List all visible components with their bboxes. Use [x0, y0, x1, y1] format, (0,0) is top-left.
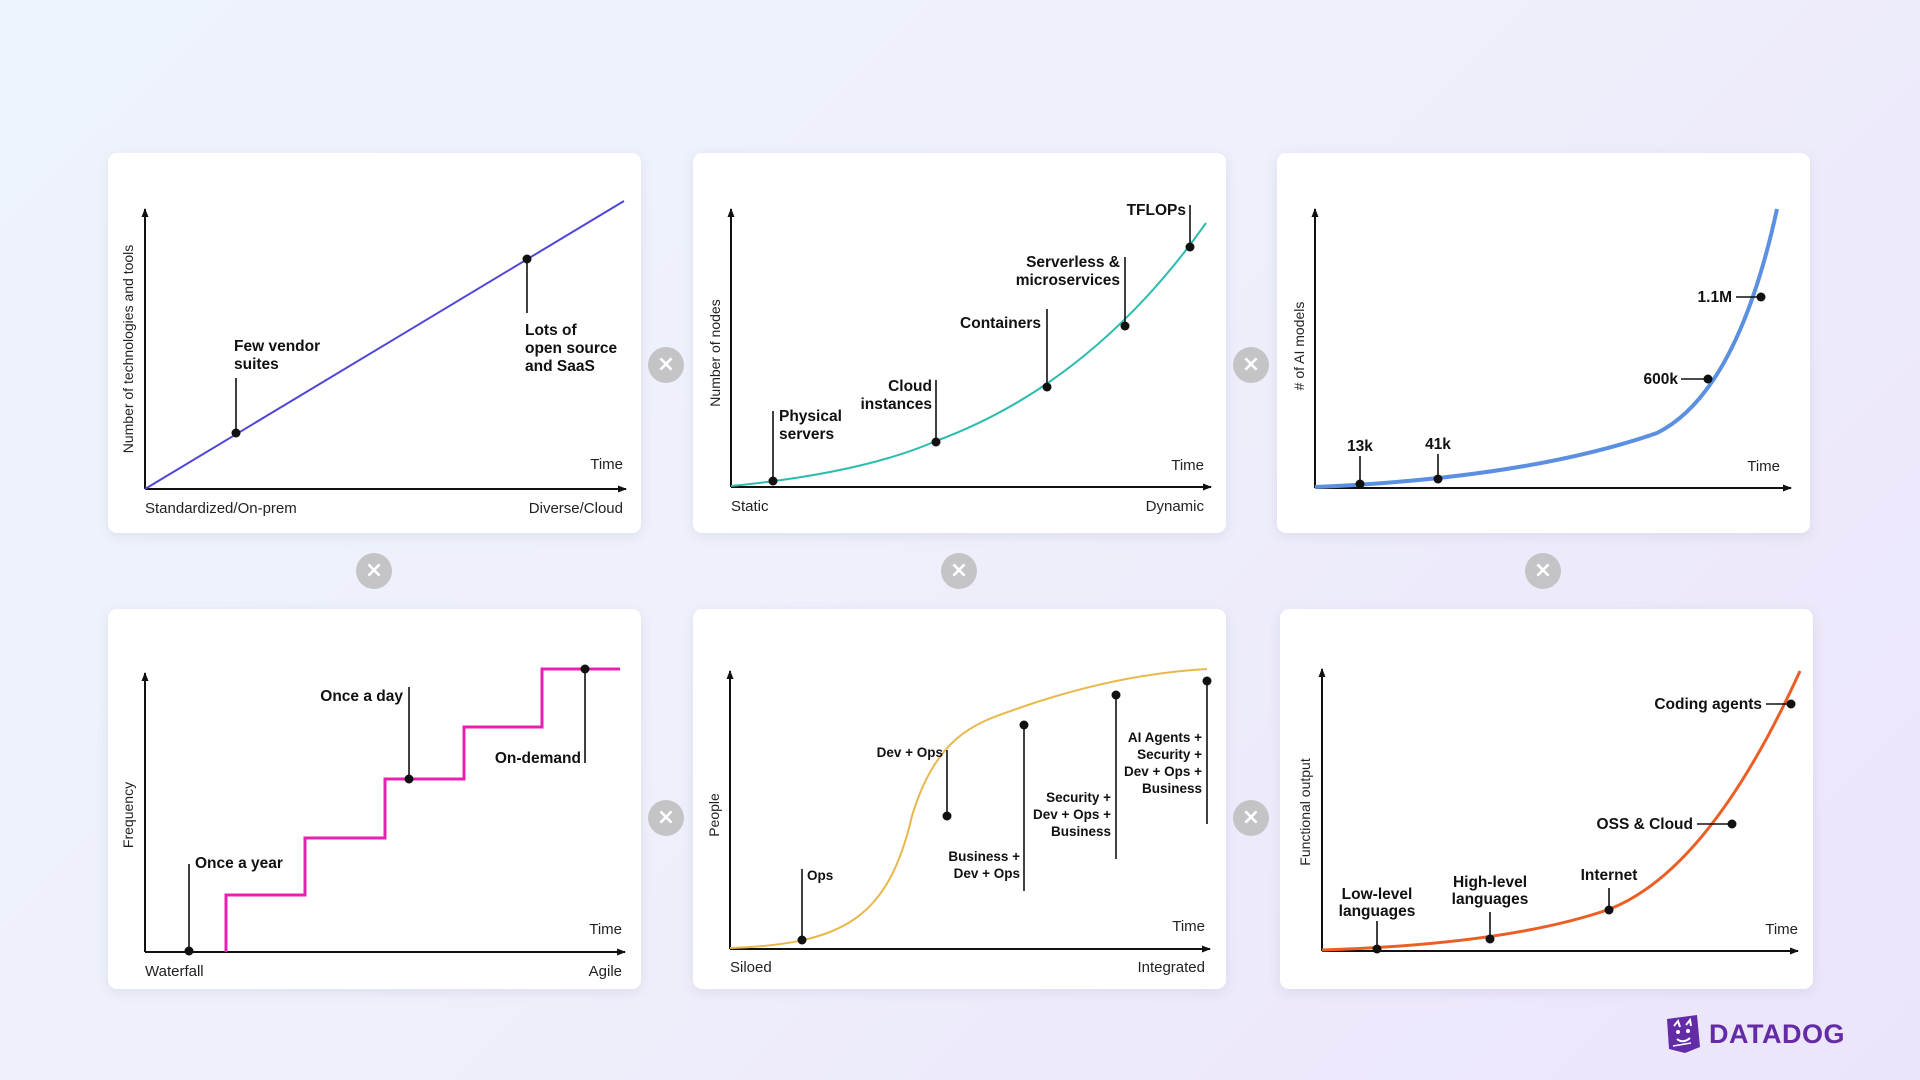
- x-axis-label: Time: [1172, 918, 1205, 935]
- data-point: [1604, 905, 1614, 915]
- x-axis-label: Time: [1171, 457, 1204, 474]
- data-point: [1111, 690, 1121, 700]
- chart-frequency: Frequency Time Waterfall Agile Once a ye…: [120, 664, 626, 980]
- data-point: [1202, 676, 1212, 686]
- annotation-tflops: TFLOPs: [1127, 202, 1186, 219]
- annotation-41k: 41k: [1425, 436, 1451, 453]
- s-curve: [729, 668, 1208, 949]
- y-axis-label: People: [706, 793, 722, 837]
- chart-card-frequency: Frequency Time Waterfall Agile Once a ye…: [108, 609, 641, 989]
- multiply-icon: ×: [356, 553, 392, 589]
- growth-curve: [730, 222, 1207, 487]
- data-point: [1786, 699, 1796, 709]
- chart-card-ai-models: # of AI models Time 13k 41k 600k 1.1M: [1277, 153, 1810, 533]
- annotation-ops: Ops: [807, 868, 833, 883]
- x-axis-label: Time: [590, 456, 623, 473]
- x-axis-label: Time: [589, 921, 622, 938]
- dog-logo-icon: [1667, 1015, 1700, 1053]
- chart-nodes: Number of nodes Time Static Dynamic Phys…: [707, 202, 1212, 515]
- x-start-label: Waterfall: [145, 963, 204, 980]
- chart-ai-models: # of AI models Time 13k 41k 600k 1.1M: [1291, 208, 1792, 492]
- data-point: [522, 254, 532, 264]
- y-axis-label: Number of nodes: [707, 299, 723, 406]
- annotation-security: Security + Dev + Ops + Business: [1033, 790, 1111, 839]
- step-line: [224, 667, 620, 952]
- chart-card-functional-output: Functional output Time Low-level language…: [1280, 609, 1813, 989]
- data-point: [768, 476, 778, 486]
- chart-card-people: People Time Siloed Integrated Ops Dev + …: [693, 609, 1226, 989]
- chart-people: People Time Siloed Integrated Ops Dev + …: [706, 668, 1212, 976]
- multiply-icon: ×: [1233, 347, 1269, 383]
- annotation-1-1m: 1.1M: [1698, 289, 1732, 306]
- data-point: [1042, 382, 1052, 392]
- data-point: [1120, 321, 1130, 331]
- annotation-physical-servers: Physical servers: [779, 408, 842, 443]
- annotation-low-level: Low-level languages: [1339, 886, 1416, 920]
- data-point: [1756, 292, 1766, 302]
- data-point: [184, 946, 194, 956]
- annotation-few-vendor: Few vendor suites: [234, 338, 320, 373]
- x-start-label: Static: [731, 498, 769, 515]
- x-end-label: Diverse/Cloud: [529, 500, 623, 517]
- annotation-13k: 13k: [1347, 438, 1373, 455]
- multiply-icon: ×: [941, 553, 977, 589]
- multiply-icon: ×: [648, 347, 684, 383]
- growth-curve: [1314, 208, 1779, 489]
- x-axis-label: Time: [1747, 458, 1780, 475]
- data-point: [1727, 819, 1737, 829]
- x-end-label: Dynamic: [1146, 498, 1205, 515]
- x-end-label: Integrated: [1137, 959, 1205, 976]
- x-start-label: Siloed: [730, 959, 772, 976]
- y-axis-label: # of AI models: [1291, 302, 1307, 391]
- chart-card-nodes: Number of nodes Time Static Dynamic Phys…: [693, 153, 1226, 533]
- data-point: [1185, 242, 1195, 252]
- data-point: [797, 935, 807, 945]
- chart-tech-tools: Number of technologies and tools Time St…: [120, 200, 627, 517]
- annotation-once-a-year: Once a year: [195, 855, 283, 872]
- annotation-ai-agents: AI Agents + Security + Dev + Ops + Business: [1124, 730, 1202, 796]
- data-point: [931, 437, 941, 447]
- annotation-serverless: Serverless & microservices: [1016, 254, 1120, 289]
- annotation-coding-agents: Coding agents: [1654, 696, 1762, 713]
- chart-functional-output: Functional output Time Low-level language…: [1297, 668, 1802, 955]
- data-point: [1372, 944, 1382, 954]
- y-axis-label: Frequency: [120, 782, 136, 848]
- multiply-icon: ×: [648, 800, 684, 836]
- annotation-oss-cloud: OSS & Cloud: [1597, 816, 1693, 833]
- data-point: [1703, 374, 1713, 384]
- multiply-icon: ×: [1525, 553, 1561, 589]
- annotation-business-dev-ops: Business + Dev + Ops: [948, 849, 1020, 881]
- annotation-600k: 600k: [1644, 371, 1679, 388]
- data-point: [1355, 479, 1365, 489]
- datadog-logo: DATADOG: [1663, 1013, 1845, 1055]
- annotation-once-a-day: Once a day: [320, 688, 403, 705]
- annotation-high-level: High-level languages: [1452, 874, 1529, 908]
- annotation-internet: Internet: [1581, 867, 1638, 884]
- trend-line: [144, 200, 625, 490]
- annotation-cloud-instances: Cloud instances: [860, 378, 932, 413]
- annotation-on-demand: On-demand: [495, 750, 581, 767]
- data-point: [580, 664, 590, 674]
- y-axis-label: Functional output: [1297, 758, 1313, 866]
- annotation-dev-ops: Dev + Ops: [877, 745, 943, 760]
- x-end-label: Agile: [589, 963, 622, 980]
- y-axis-label: Number of technologies and tools: [120, 245, 136, 454]
- multiply-icon: ×: [1233, 800, 1269, 836]
- annotation-containers: Containers: [960, 315, 1041, 332]
- chart-card-tech-tools: Number of technologies and tools Time St…: [108, 153, 641, 533]
- x-axis-label: Time: [1765, 921, 1798, 938]
- x-start-label: Standardized/On-prem: [145, 500, 297, 517]
- data-point: [231, 428, 241, 438]
- data-point: [1433, 474, 1443, 484]
- data-point: [942, 811, 952, 821]
- data-point: [1019, 720, 1029, 730]
- data-point: [1485, 934, 1495, 944]
- logo-wordmark: DATADOG: [1709, 1018, 1845, 1049]
- annotation-open-source: Lots of open source and SaaS: [525, 322, 618, 375]
- data-point: [404, 774, 414, 784]
